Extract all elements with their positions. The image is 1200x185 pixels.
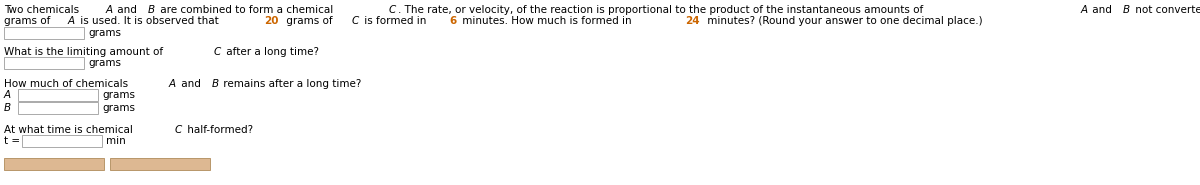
Text: B: B [211,79,218,89]
Bar [18,89,98,101]
Text: A: A [106,5,113,15]
Text: C: C [352,16,359,26]
Text: At what time is chemical: At what time is chemical [4,125,136,135]
Bar [22,135,102,147]
Text: B: B [1123,5,1130,15]
Text: A: A [168,79,175,89]
Text: C: C [389,5,396,15]
Text: min: min [106,136,126,146]
Text: minutes? (Round your answer to one decimal place.): minutes? (Round your answer to one decim… [704,16,983,26]
Text: How much of chemicals: How much of chemicals [4,79,131,89]
Text: C: C [174,125,181,135]
Bar [4,158,104,170]
Text: not converted to chemical: not converted to chemical [1133,5,1200,15]
Text: A: A [4,90,11,100]
Text: . The rate, or velocity, of the reaction is proportional to the product of the i: . The rate, or velocity, of the reaction… [398,5,926,15]
Text: minutes. How much is formed in: minutes. How much is formed in [458,16,635,26]
Text: A: A [1080,5,1087,15]
Bar [110,158,210,170]
Text: A: A [68,16,76,26]
Text: B: B [148,5,155,15]
Text: and: and [114,5,140,15]
Text: grams: grams [88,58,121,68]
Text: are combined to form a chemical: are combined to form a chemical [157,5,337,15]
Text: grams: grams [88,28,121,38]
Text: grams: grams [102,103,134,113]
Text: Two chemicals: Two chemicals [4,5,83,15]
Text: C: C [214,47,221,57]
Text: grams of: grams of [4,16,54,26]
Text: and: and [178,79,204,89]
Text: t =: t = [4,136,20,146]
Text: 6: 6 [449,16,456,26]
Text: after a long time?: after a long time? [223,47,319,57]
Bar [4,27,84,39]
Text: is used. It is observed that: is used. It is observed that [77,16,222,26]
Text: B: B [4,103,11,113]
Text: half-formed?: half-formed? [184,125,253,135]
Text: and: and [1090,5,1116,15]
Text: remains after a long time?: remains after a long time? [221,79,362,89]
Text: 20: 20 [264,16,278,26]
Text: 24: 24 [685,16,700,26]
Text: is formed in: is formed in [361,16,430,26]
Text: grams of: grams of [283,16,336,26]
Bar [18,102,98,114]
Text: What is the limiting amount of: What is the limiting amount of [4,47,167,57]
Bar [4,57,84,69]
Text: grams: grams [102,90,134,100]
